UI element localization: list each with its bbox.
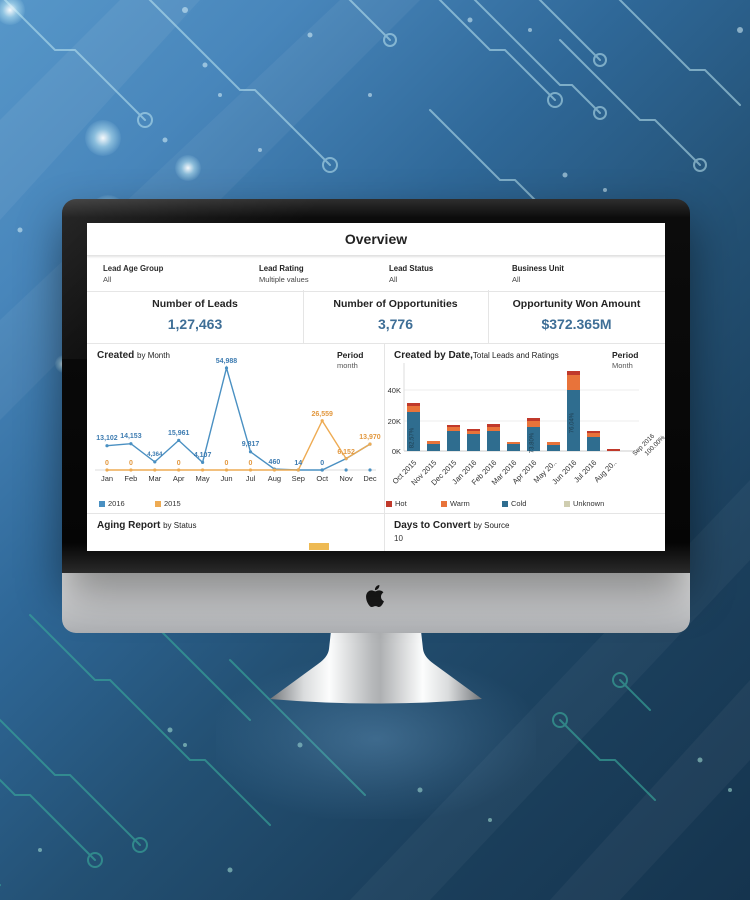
svg-text:Jan: Jan [101,474,113,483]
svg-text:82.57%: 82.57% [410,427,416,448]
svg-text:Nov: Nov [339,474,353,483]
svg-text:Dec: Dec [363,474,377,483]
svg-text:26,559: 26,559 [311,411,333,418]
svg-text:0: 0 [177,460,181,467]
svg-text:73.80%: 73.80% [530,432,536,453]
svg-text:Hot: Hot [395,499,408,508]
svg-text:14: 14 [294,460,302,467]
svg-text:0: 0 [320,460,324,467]
svg-text:Aug: Aug [268,474,281,483]
svg-text:Apr: Apr [173,474,185,483]
svg-text:Cold: Cold [511,499,526,508]
svg-text:May: May [196,474,210,483]
svg-text:13,970: 13,970 [359,434,381,441]
svg-text:0K: 0K [392,447,401,456]
svg-text:Unknown: Unknown [573,499,604,508]
svg-text:14,153: 14,153 [120,433,142,440]
svg-text:Warm: Warm [450,499,470,508]
svg-text:0: 0 [225,460,229,467]
svg-text:54,988: 54,988 [216,358,238,365]
svg-text:15,961: 15,961 [168,430,190,437]
svg-text:2016: 2016 [108,499,125,508]
svg-text:460: 460 [269,459,281,466]
svg-text:2015: 2015 [164,499,181,508]
svg-text:Feb: Feb [124,474,137,483]
svg-text:Oct: Oct [316,474,329,483]
svg-text:Sep: Sep [292,474,305,483]
svg-text:4,107: 4,107 [194,452,212,459]
svg-text:Mar: Mar [148,474,161,483]
svg-text:0: 0 [129,460,133,467]
svg-text:Jul: Jul [246,474,256,483]
svg-text:9,817: 9,817 [242,441,260,448]
svg-text:13,102: 13,102 [96,435,118,442]
svg-text:Aug 20..: Aug 20.. [592,458,618,484]
svg-text:4,364: 4,364 [147,452,163,458]
svg-text:0: 0 [105,460,109,467]
svg-text:6,152: 6,152 [337,449,355,456]
svg-text:0: 0 [249,460,253,467]
svg-text:40K: 40K [388,386,401,395]
svg-text:76.04%: 76.04% [570,412,576,433]
svg-text:20K: 20K [388,417,401,426]
svg-text:Jun: Jun [220,474,232,483]
